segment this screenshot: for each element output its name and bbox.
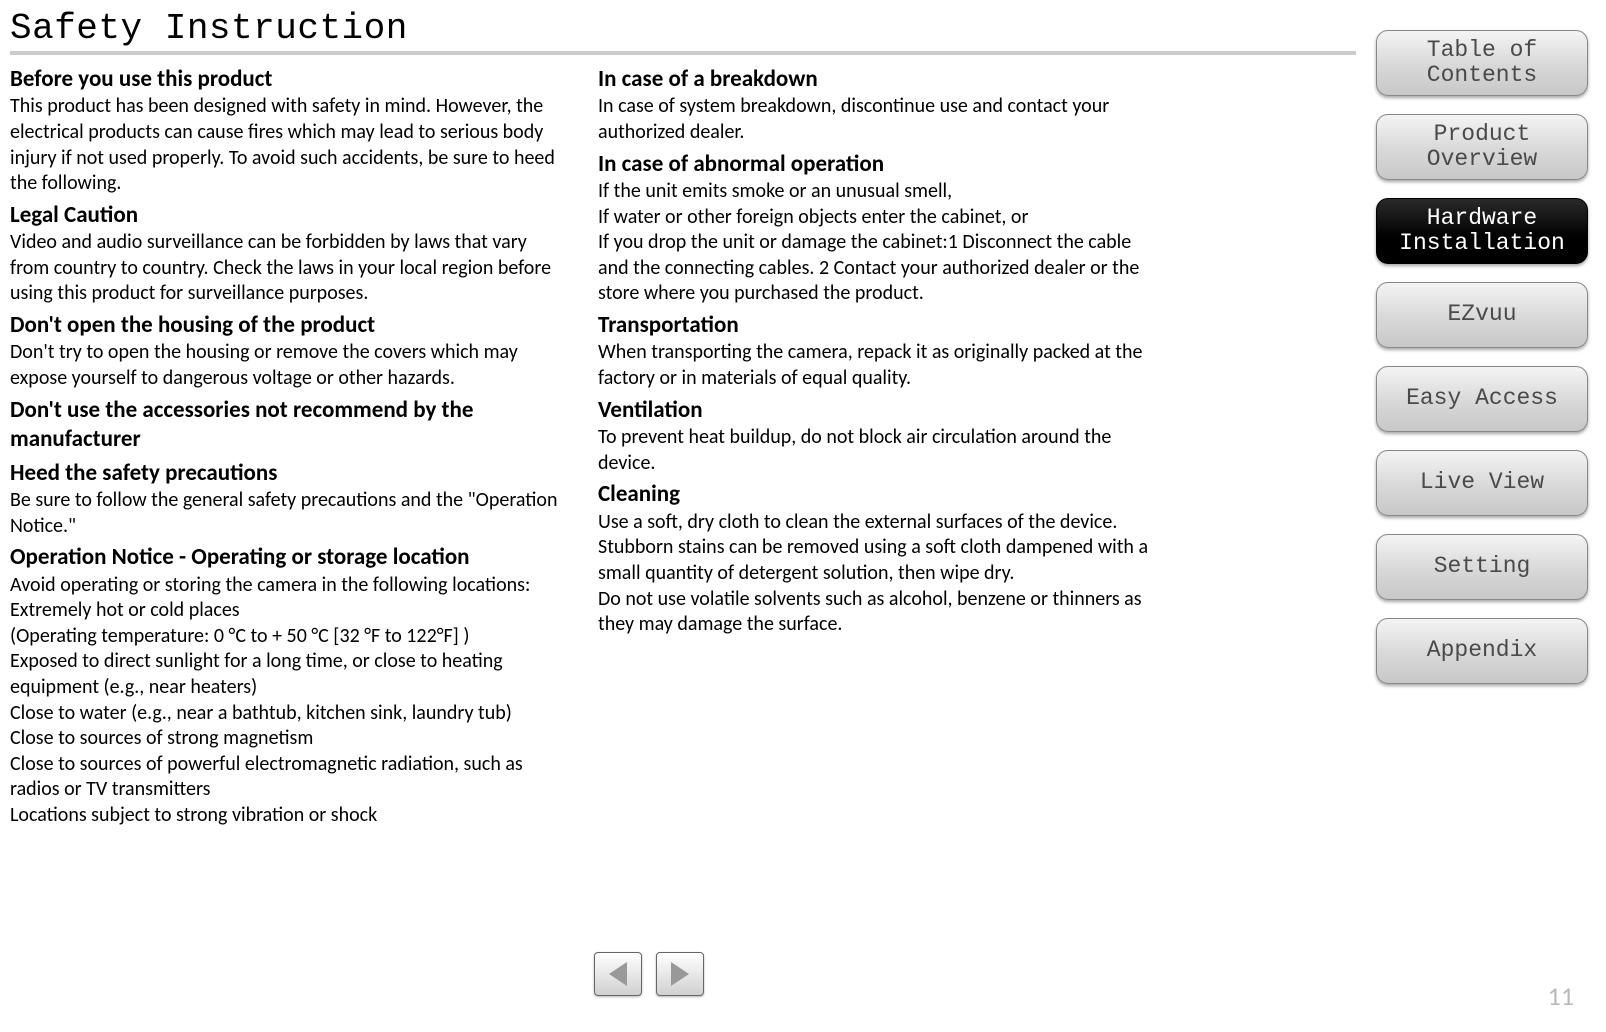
p-heed: Be sure to follow the general safety pre… <box>10 488 570 539</box>
nav-easy-access-button[interactable]: Easy Access <box>1376 366 1588 432</box>
h-vent: Ventilation <box>598 396 1158 425</box>
p-ab-a: If the unit emits smoke or an unusual sm… <box>598 179 1158 205</box>
next-page-button[interactable] <box>656 952 704 996</box>
h-breakdown: In case of a breakdown <box>598 65 1158 94</box>
p-op-b: Extremely hot or cold places <box>10 598 570 624</box>
h-housing: Don't open the housing of the product <box>10 311 570 340</box>
p-breakdown: In case of system breakdown, discontinue… <box>598 94 1158 145</box>
p-vent: To prevent heat buildup, do not block ai… <box>598 425 1158 476</box>
left-column: Before you use this product This product… <box>10 65 570 829</box>
h-accessories: Don't use the accessories not recommend … <box>10 396 570 455</box>
p-ab-b: If water or other foreign objects enter … <box>598 205 1158 231</box>
prev-page-button[interactable] <box>594 952 642 996</box>
h-abnormal: In case of abnormal operation <box>598 150 1158 179</box>
h-transport: Transportation <box>598 311 1158 340</box>
p-before-use: This product has been designed with safe… <box>10 94 570 196</box>
p-op-f: Close to sources of strong magnetism <box>10 726 570 752</box>
p-ab-c: If you drop the unit or damage the cabin… <box>598 230 1158 307</box>
nav-hardware-installation-button[interactable]: HardwareInstallation <box>1376 198 1588 264</box>
right-column: In case of a breakdown In case of system… <box>598 65 1158 829</box>
p-op-e: Close to water (e.g., near a bathtub, ki… <box>10 701 570 727</box>
arrow-left-icon <box>609 962 627 986</box>
p-transport: When transporting the camera, repack it … <box>598 340 1158 391</box>
arrow-right-icon <box>671 962 689 986</box>
pager <box>594 952 704 996</box>
page-title: Safety Instruction <box>10 0 1356 55</box>
p-op-h: Locations subject to strong vibration or… <box>10 803 570 829</box>
h-clean: Cleaning <box>598 480 1158 509</box>
p-op-d: Exposed to direct sunlight for a long ti… <box>10 649 570 700</box>
content-columns: Before you use this product This product… <box>10 65 1356 829</box>
h-opnotice: Operation Notice - Operating or storage … <box>10 543 570 572</box>
p-clean-a: Use a soft, dry cloth to clean the exter… <box>598 510 1158 587</box>
p-legal: Video and audio surveillance can be forb… <box>10 230 570 307</box>
h-heed: Heed the safety precautions <box>10 459 570 488</box>
nav-appendix-button[interactable]: Appendix <box>1376 618 1588 684</box>
h-before-use: Before you use this product <box>10 65 570 94</box>
page-number: 11 <box>1548 980 1574 1012</box>
nav-live-view-button[interactable]: Live View <box>1376 450 1588 516</box>
sidebar-nav: Table ofContents ProductOverview Hardwar… <box>1376 0 1606 1032</box>
p-op-g: Close to sources of powerful electromagn… <box>10 752 570 803</box>
nav-product-overview-button[interactable]: ProductOverview <box>1376 114 1588 180</box>
h-legal: Legal Caution <box>10 201 570 230</box>
p-clean-b: Do not use volatile solvents such as alc… <box>598 587 1158 638</box>
nav-ezvuu-button[interactable]: EZvuu <box>1376 282 1588 348</box>
p-housing: Don't try to open the housing or remove … <box>10 340 570 391</box>
p-op-c: (Operating temperature: 0 °C to + 50 °C … <box>10 624 570 650</box>
nav-setting-button[interactable]: Setting <box>1376 534 1588 600</box>
nav-toc-button[interactable]: Table ofContents <box>1376 30 1588 96</box>
p-op-a: Avoid operating or storing the camera in… <box>10 573 570 599</box>
